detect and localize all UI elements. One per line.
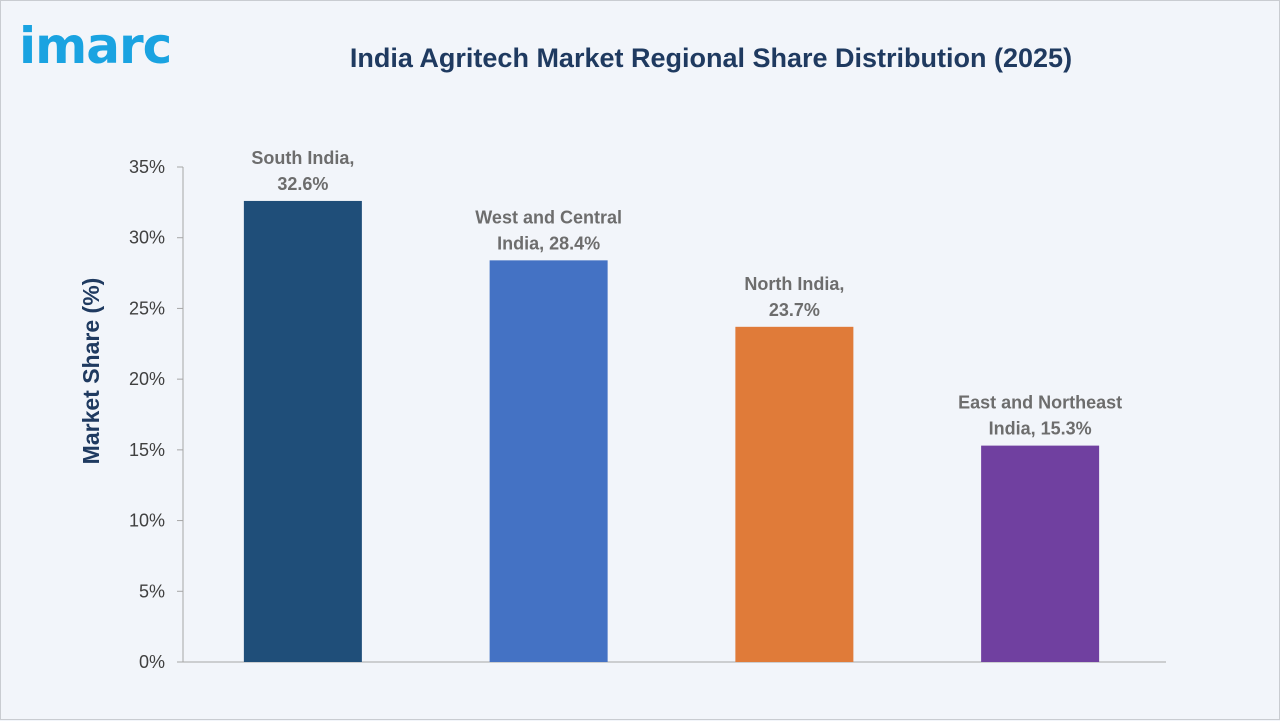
y-tick-label: 25% <box>129 298 165 318</box>
chart-title: India Agritech Market Regional Share Dis… <box>349 43 1073 73</box>
data-label: India, 28.4% <box>497 233 600 253</box>
data-label: India, 15.3% <box>989 419 1092 439</box>
bar <box>981 445 1100 662</box>
y-tick-label: 30% <box>129 228 165 248</box>
bar <box>243 200 362 662</box>
data-label: East and Northeast <box>958 393 1122 413</box>
data-label: North India, <box>744 274 844 294</box>
bar <box>735 326 854 662</box>
y-tick-label: 10% <box>129 511 165 531</box>
bar <box>489 260 608 662</box>
bars <box>243 200 1100 662</box>
y-axis-title: Market Share (%) <box>78 278 104 465</box>
data-label: 32.6% <box>277 174 328 194</box>
data-label: 23.7% <box>769 300 820 320</box>
y-tick-label: 5% <box>139 581 165 601</box>
y-tick-label: 35% <box>129 157 165 177</box>
y-tick-label: 0% <box>139 652 165 672</box>
data-labels: South India, 32.6% West and Central India, … <box>251 148 1122 439</box>
data-label: South India, <box>251 148 354 168</box>
y-tick-label: 20% <box>129 369 165 389</box>
data-label: West and Central <box>475 207 622 227</box>
y-tick-label: 15% <box>129 440 165 460</box>
imarc-logo: imarc <box>19 17 172 75</box>
y-axis: 0% 5% 10% 15% 20% 25% 30% 35% <box>129 157 1166 672</box>
